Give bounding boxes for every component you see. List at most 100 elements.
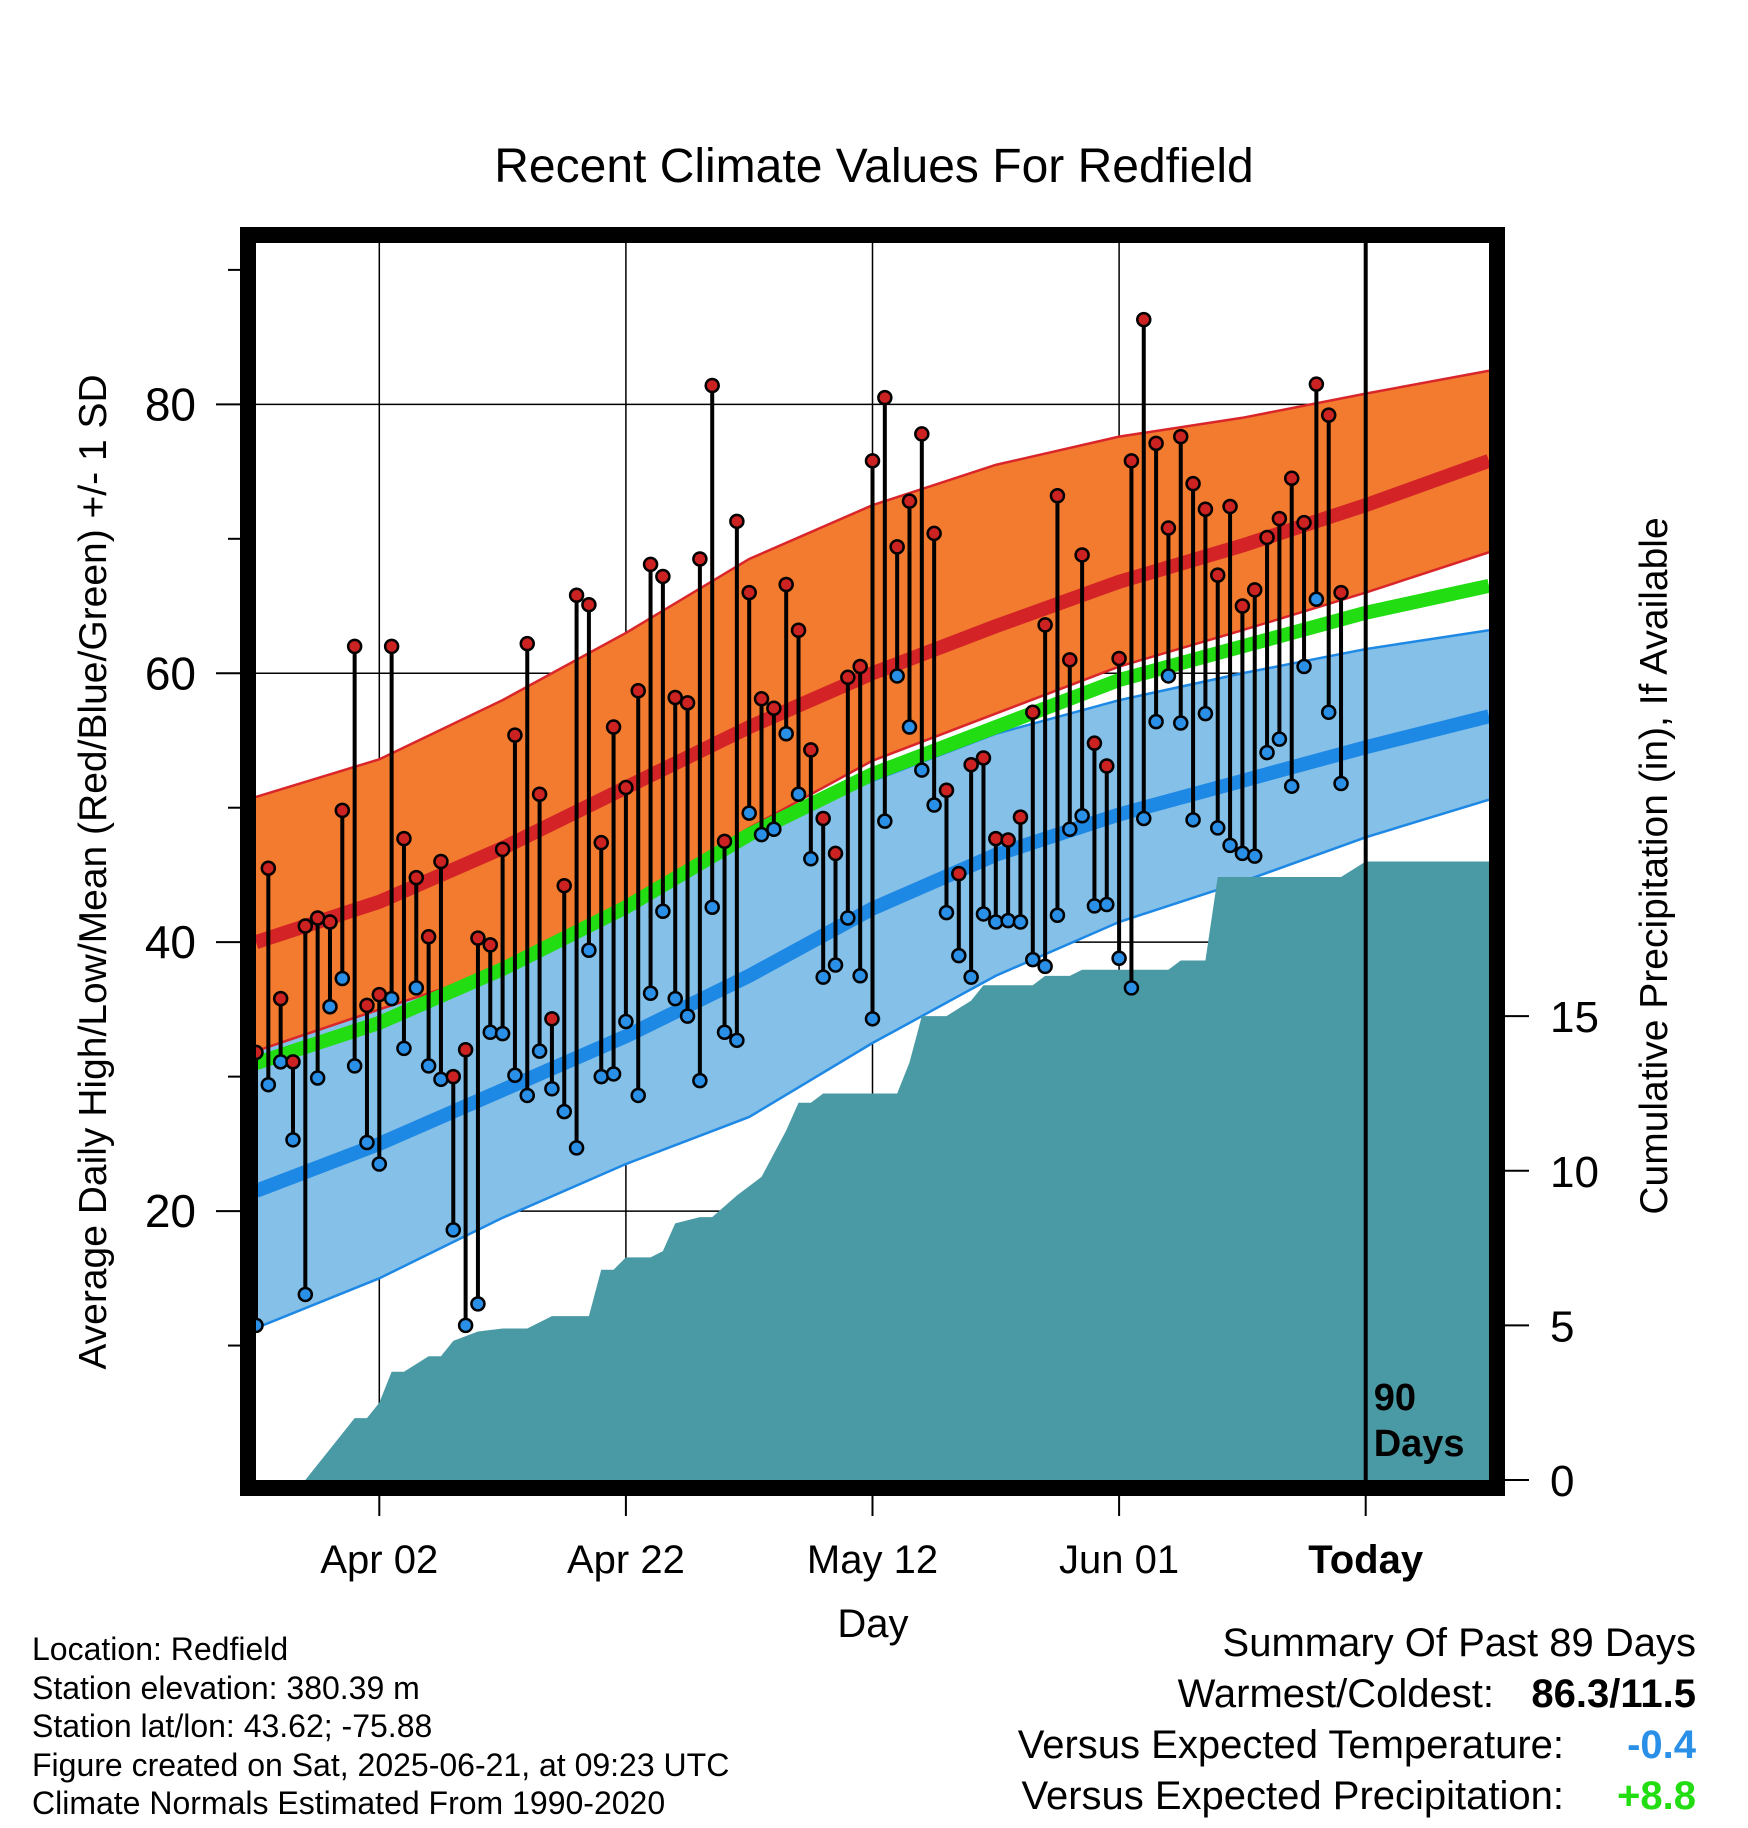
daily-low-point bbox=[457, 1317, 474, 1334]
daily-high-point bbox=[1197, 501, 1214, 517]
daily-low-point bbox=[988, 914, 1004, 930]
daily-high-point bbox=[938, 782, 955, 798]
left-tick-label: 80 bbox=[145, 378, 196, 430]
daily-low-point bbox=[741, 805, 757, 821]
right-tick-label: 15 bbox=[1550, 993, 1599, 1042]
left-tick-label: 60 bbox=[145, 647, 196, 699]
daily-high-point bbox=[630, 682, 646, 699]
daily-low-point bbox=[433, 1071, 449, 1088]
plot-frame bbox=[240, 227, 1505, 1496]
daily-low-point bbox=[951, 947, 967, 964]
daily-high-point bbox=[642, 556, 659, 573]
precip-anomaly-label: Versus Expected Precipitation: bbox=[1021, 1774, 1564, 1818]
summary-heading: Summary Of Past 89 Days bbox=[1222, 1621, 1696, 1665]
info-normals: Climate Normals Estimated From 1990-2020 bbox=[32, 1785, 666, 1821]
daily-low-point bbox=[618, 1013, 634, 1030]
daily-high-point bbox=[1234, 598, 1251, 614]
daily-low-point bbox=[1099, 896, 1115, 913]
daily-high-point bbox=[963, 756, 979, 773]
summary-temp-row: Versus Expected Temperature: -0.4 bbox=[1018, 1720, 1696, 1771]
daily-low-point bbox=[803, 851, 819, 867]
daily-low-point bbox=[963, 969, 979, 985]
daily-low-point bbox=[692, 1072, 708, 1089]
daily-high-point bbox=[864, 453, 881, 469]
daily-low-point bbox=[593, 1068, 609, 1085]
daily-high-point bbox=[581, 596, 597, 613]
right-tick-label: 0 bbox=[1550, 1457, 1574, 1506]
daily-high-point bbox=[827, 845, 844, 862]
daily-high-point bbox=[507, 727, 523, 743]
daily-low-point bbox=[790, 786, 807, 803]
daily-high-point bbox=[840, 669, 856, 686]
summary-panel: Summary Of Past 89 Days Warmest/Coldest:… bbox=[1018, 1618, 1696, 1822]
precip-anomaly-value: +8.8 bbox=[1617, 1774, 1696, 1818]
daily-high-point bbox=[679, 695, 696, 711]
daily-low-point bbox=[309, 1070, 326, 1086]
daily-high-point bbox=[371, 986, 388, 1003]
daily-high-point bbox=[1111, 650, 1127, 667]
warm-cold-label: Warmest/Coldest: bbox=[1177, 1672, 1494, 1716]
daily-low-point bbox=[1136, 810, 1152, 827]
summary-warm-cold-row: Warmest/Coldest: 86.3/11.5 bbox=[1018, 1669, 1696, 1720]
daily-high-point bbox=[667, 689, 683, 706]
info-location: Location: Redfield bbox=[32, 1631, 289, 1667]
daily-high-point bbox=[618, 779, 634, 796]
daily-low-point bbox=[1086, 898, 1103, 914]
daily-high-point bbox=[1062, 652, 1078, 668]
daily-high-point bbox=[309, 910, 326, 926]
daily-low-point bbox=[531, 1043, 548, 1059]
daily-low-point bbox=[729, 1032, 745, 1049]
daily-low-point bbox=[1222, 837, 1238, 854]
daily-high-point bbox=[1136, 311, 1152, 328]
daily-high-point bbox=[556, 877, 572, 894]
daily-high-point bbox=[1099, 758, 1115, 774]
daily-low-point bbox=[272, 1054, 289, 1070]
daily-low-point bbox=[655, 903, 671, 919]
daily-high-point bbox=[457, 1041, 474, 1058]
daily-low-point bbox=[470, 1296, 486, 1312]
x-tick-label: Jun 01 bbox=[1059, 1538, 1179, 1582]
daily-low-point bbox=[1259, 744, 1275, 761]
daily-high-point bbox=[1074, 547, 1090, 563]
daily-low-point bbox=[1062, 821, 1078, 837]
summary-precip-row: Versus Expected Precipitation: +8.8 bbox=[1018, 1771, 1696, 1822]
daily-low-point bbox=[1185, 812, 1201, 828]
daily-stems bbox=[256, 319, 1344, 1326]
daily-low-point bbox=[642, 985, 659, 1002]
daily-high-point bbox=[544, 1011, 560, 1027]
daily-high-point bbox=[877, 389, 893, 406]
info-latlon: Station lat/lon: 43.62; -75.88 bbox=[32, 1708, 433, 1744]
daily-high-point bbox=[704, 377, 720, 394]
daily-high-point bbox=[692, 551, 708, 567]
daily-high-point bbox=[803, 742, 819, 758]
daily-low-point bbox=[679, 1008, 696, 1024]
low-sd-band-lower-edge bbox=[256, 798, 1489, 1330]
daily-low-point bbox=[482, 1024, 499, 1041]
y-axis-label-left: Average Daily High/Low/Mean (Red/Blue/Gr… bbox=[72, 374, 115, 1369]
precip-area bbox=[256, 861, 1489, 1480]
daily-high-point bbox=[396, 830, 412, 847]
daily-low-point bbox=[383, 990, 400, 1007]
daily-low-point bbox=[322, 998, 338, 1015]
daily-low-point bbox=[815, 969, 831, 985]
daily-low-point bbox=[1025, 951, 1041, 968]
daily-low-point bbox=[827, 957, 844, 973]
daily-low-point bbox=[1296, 658, 1312, 675]
daily-high-point bbox=[1296, 514, 1312, 531]
x-tick-label: May 12 bbox=[807, 1538, 938, 1582]
daily-high-point bbox=[408, 869, 425, 886]
daily-high-point bbox=[383, 638, 400, 655]
daily-low-point bbox=[1000, 912, 1016, 929]
daily-low-point bbox=[901, 719, 918, 735]
daily-low-point bbox=[420, 1058, 437, 1074]
today-days-label: 90 bbox=[1374, 1377, 1416, 1419]
left-tick-label: 20 bbox=[145, 1185, 196, 1237]
daily-high-point bbox=[593, 834, 609, 851]
daily-low-point bbox=[1197, 705, 1214, 722]
daily-low-point bbox=[1123, 980, 1140, 996]
daily-low-point bbox=[630, 1087, 646, 1104]
info-created: Figure created on Sat, 2025-06-21, at 09… bbox=[32, 1746, 730, 1783]
daily-low-point bbox=[334, 970, 351, 987]
daily-low-point bbox=[852, 968, 868, 984]
daily-high-point bbox=[729, 513, 745, 530]
